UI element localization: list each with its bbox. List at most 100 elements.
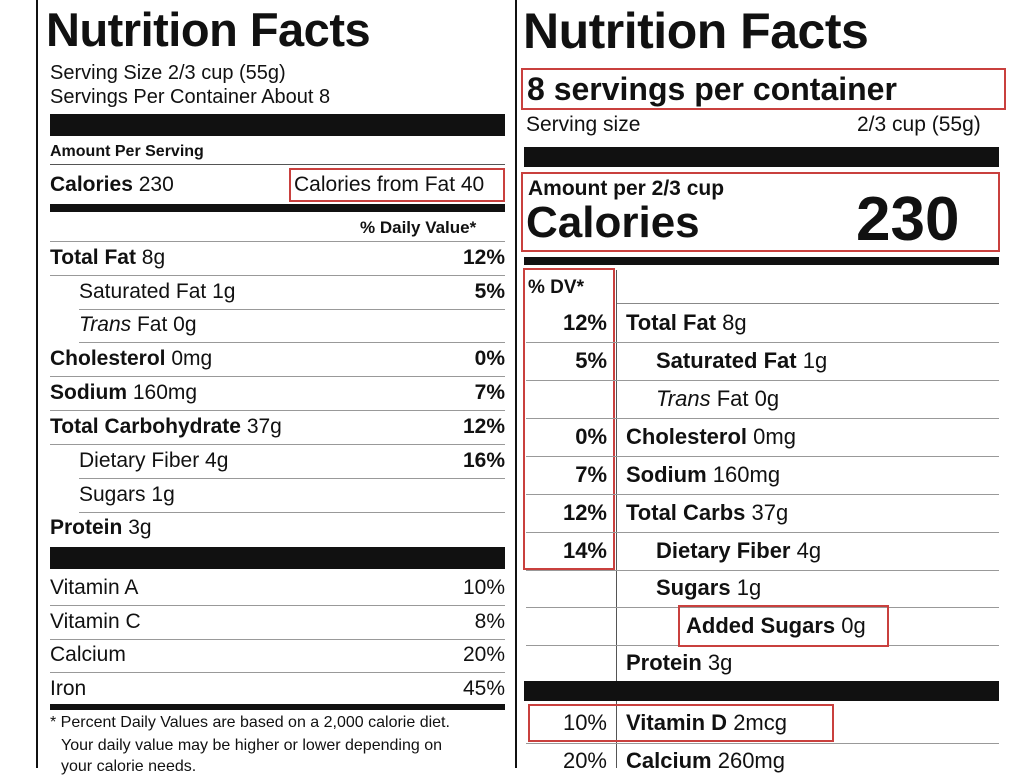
new-servings-highlight	[521, 68, 1006, 110]
new-medium-bar	[524, 257, 999, 265]
old-nutrient-dv: 12%	[462, 246, 505, 269]
new-nutrient-amount: 8g	[722, 310, 747, 335]
new-nutrient-row: Sodium 160mg	[626, 462, 780, 488]
new-nutrient-dv: 12%	[562, 310, 607, 335]
old-footnote-2: Your daily value may be higher or lower …	[61, 737, 442, 754]
old-label-title: Nutrition Facts	[46, 3, 371, 56]
old-nutrient-rule	[79, 309, 505, 310]
new-calories-value: 230	[856, 185, 960, 254]
old-nutrient-name: Dietary Fiber	[79, 449, 200, 472]
old-nutrient-amount: 1g	[151, 483, 175, 506]
new-nutrient-name: Saturated Fat	[656, 348, 797, 373]
old-thick-bar-1	[50, 114, 505, 136]
new-nutrient-row: Total Carbs 37g	[626, 500, 788, 526]
new-nutrient-row: Saturated Fat 1g	[656, 348, 827, 374]
old-nutrient-amount: 3g	[128, 516, 152, 539]
old-nutrient-amount: 4g	[205, 449, 229, 472]
old-nutrient-amount: Fat 0g	[136, 313, 197, 336]
old-nutrient-name: Total Fat	[50, 246, 136, 269]
old-dv-rule	[50, 241, 505, 242]
new-nutrient-amount: 4g	[796, 538, 822, 563]
old-footnote-3: your calorie needs.	[61, 758, 197, 775]
new-nutrient-dv: 5%	[575, 348, 607, 373]
new-serving-size-label: Serving size	[526, 113, 641, 136]
old-vitamin-dv: 45%	[462, 677, 505, 700]
new-nutrient-amount: 0g	[841, 613, 866, 638]
old-nutrient-rule	[79, 342, 505, 343]
old-label-border	[36, 0, 517, 768]
new-nutrient-name: Dietary Fiber	[656, 538, 791, 563]
new-nutrient-dv: 14%	[562, 538, 607, 563]
old-daily-value-header: % Daily Value*	[360, 218, 477, 237]
old-calories-row: Calories 230	[50, 173, 174, 197]
new-nutrient-rule	[526, 456, 999, 457]
old-nutrient-row: Protein 3g	[50, 516, 152, 540]
new-calories-label: Calories	[526, 198, 700, 247]
old-nutrient-amount: 0mg	[171, 347, 213, 370]
old-vitamin-rule	[50, 605, 505, 606]
new-nutrient-rule	[526, 494, 999, 495]
new-nutrient-row: Cholesterol 0mg	[626, 424, 796, 450]
old-vitamin-dv: 10%	[462, 576, 505, 599]
new-nutrient-amount: 0mg	[753, 424, 796, 449]
new-nutrient-row: Added Sugars 0g	[686, 613, 866, 639]
new-thick-bar-1	[524, 147, 999, 167]
new-nutrient-row: Total Fat 8g	[626, 310, 747, 336]
old-nutrient-row: Trans Fat 0g	[79, 313, 197, 337]
old-amount-per-serving: Amount Per Serving	[50, 143, 204, 160]
new-nutrient-row: Dietary Fiber 4g	[656, 538, 821, 564]
old-nutrient-amount: 160mg	[132, 381, 198, 404]
old-nutrient-rule	[50, 410, 505, 411]
new-vitamin-d-highlight	[528, 704, 834, 742]
old-nutrient-name: Sodium	[50, 381, 127, 404]
new-dv-header: % DV*	[528, 277, 584, 298]
new-nutrient-dv: 12%	[562, 500, 607, 525]
new-vitamin-name: Vitamin D	[626, 710, 728, 735]
old-vitamin-rule	[50, 639, 505, 640]
old-vitamin-dv: 8%	[474, 610, 505, 633]
new-nutrient-amount: 1g	[802, 348, 828, 373]
old-nutrient-rule	[50, 275, 505, 276]
new-header-rule	[616, 303, 999, 304]
old-vitamin-rule	[50, 672, 505, 673]
new-vitamin-dv: 10%	[562, 710, 607, 735]
new-nutrient-amount: 37g	[751, 500, 789, 525]
old-nutrient-name: Total Carbohydrate	[50, 415, 241, 438]
old-nutrient-row: Cholesterol 0mg	[50, 347, 212, 371]
new-nutrient-name: Total Fat	[626, 310, 717, 335]
old-rule	[50, 164, 505, 165]
old-nutrient-row: Sugars 1g	[79, 483, 175, 507]
new-nutrient-name: Protein	[626, 650, 702, 675]
old-nutrient-amount: 1g	[212, 280, 236, 303]
new-dv-column-highlight	[523, 268, 615, 570]
old-nutrient-rule	[79, 512, 505, 513]
old-calories-value: 230	[138, 173, 174, 196]
old-nutrient-row: Total Fat 8g	[50, 246, 165, 270]
new-amount-per: Amount per 2/3 cup	[528, 177, 725, 200]
old-nutrient-rule	[50, 444, 505, 445]
new-nutrient-rule	[526, 570, 999, 571]
new-calories-highlight	[521, 172, 1000, 252]
old-nutrient-row: Total Carbohydrate 37g	[50, 415, 282, 439]
old-nutrient-row: Dietary Fiber 4g	[79, 449, 228, 473]
new-serving-size-value: 2/3 cup (55g)	[857, 113, 981, 136]
new-nutrient-dv: 0%	[575, 424, 607, 449]
old-nutrient-rule	[50, 376, 505, 377]
new-nutrient-rule	[526, 418, 999, 419]
old-nutrient-row: Sodium 160mg	[50, 381, 197, 405]
new-vitamin-name: Calcium	[626, 748, 712, 773]
new-vitamin-amount: 2mcg	[733, 710, 787, 735]
new-vitamin-rule	[526, 743, 999, 744]
new-nutrient-rule	[526, 342, 999, 343]
new-nutrient-name: Cholesterol	[626, 424, 748, 449]
old-vitamin-name: Vitamin A	[50, 576, 139, 599]
new-column-divider	[616, 270, 617, 681]
new-nutrient-name: Added Sugars	[686, 613, 836, 638]
old-nutrient-dv: 5%	[474, 280, 505, 303]
old-serving-size: Serving Size 2/3 cup (55g)	[50, 62, 286, 84]
old-nutrient-dv: 16%	[462, 449, 505, 472]
new-nutrient-row: Protein 3g	[626, 650, 732, 676]
new-column-divider-vitamins	[616, 700, 617, 768]
new-label-title: Nutrition Facts	[523, 3, 869, 59]
old-vitamin-name: Calcium	[50, 643, 126, 666]
